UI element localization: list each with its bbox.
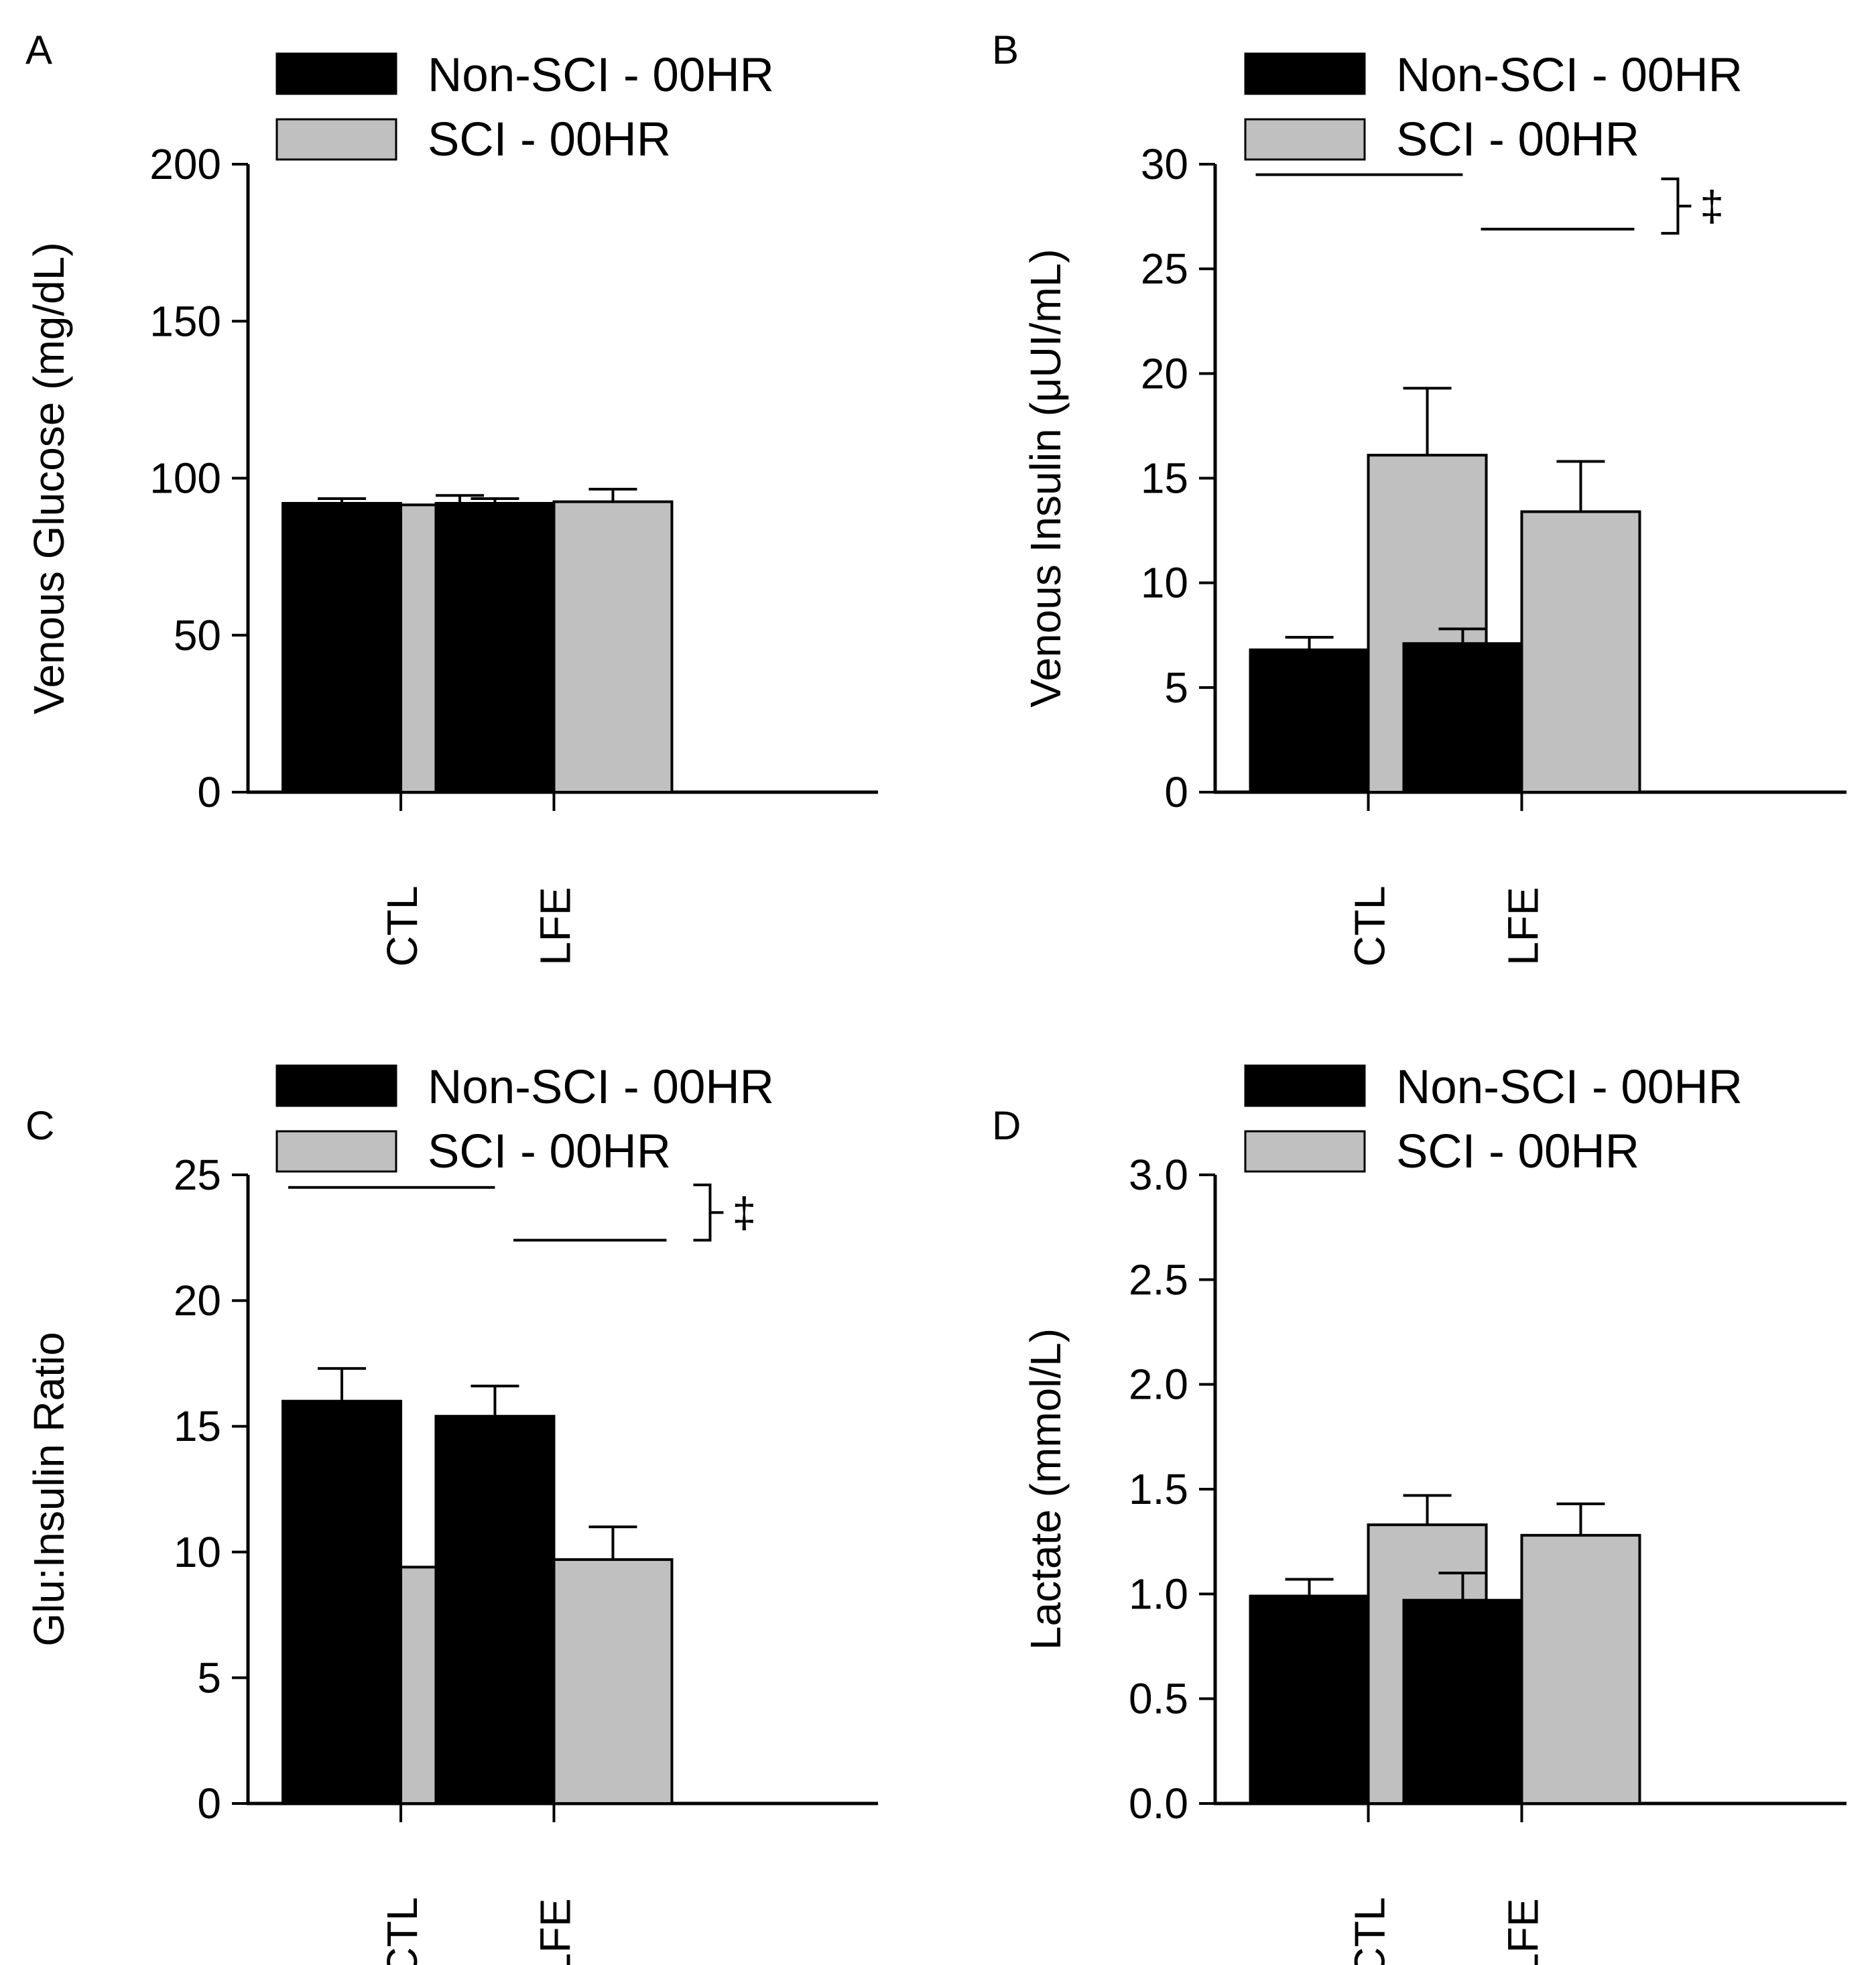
legend-swatch-sci xyxy=(1244,1130,1366,1173)
y-tick-label: 20 xyxy=(174,1277,221,1325)
legend-label-non-sci: Non-SCI - 00HR xyxy=(428,49,774,102)
y-tick-label: 5 xyxy=(1164,663,1188,712)
legend-swatch-sci xyxy=(275,1130,397,1173)
y-tick-label: 100 xyxy=(149,454,221,503)
panel-letter: C xyxy=(25,1103,54,1148)
legend-label-sci: SCI - 00HR xyxy=(1396,113,1639,166)
y-axis-title: Venous Insulin (μUI/mL) xyxy=(1021,249,1070,707)
legend-label-sci: SCI - 00HR xyxy=(428,1125,671,1178)
y-tick-label: 150 xyxy=(149,297,221,345)
category-label-lfe: LFE xyxy=(1499,1898,1547,1965)
category-label-lfe: LFE xyxy=(1499,887,1547,965)
panel-letter: A xyxy=(25,27,52,72)
bar-non-sci-lfe xyxy=(434,1415,556,1805)
y-tick-label: 1.5 xyxy=(1129,1465,1188,1513)
y-tick-label: 15 xyxy=(174,1402,221,1450)
legend-label-non-sci: Non-SCI - 00HR xyxy=(428,1061,774,1114)
bar-non-sci-lfe xyxy=(1402,642,1523,794)
legend-label-non-sci: Non-SCI - 00HR xyxy=(1396,49,1743,102)
bar-non-sci-ctl xyxy=(282,501,403,794)
legend-swatch-sci xyxy=(275,118,397,161)
legend-swatch-non-sci xyxy=(1244,52,1366,95)
bar-non-sci-ctl xyxy=(282,1399,403,1805)
bar-non-sci-ctl xyxy=(1249,1594,1370,1805)
panel-letter: D xyxy=(992,1103,1021,1148)
category-label-lfe: LFE xyxy=(531,887,579,965)
y-tick-label: 10 xyxy=(1141,559,1188,607)
significance-symbol: ‡ xyxy=(732,1188,756,1237)
legend-swatch-non-sci xyxy=(275,1064,397,1107)
legend-swatch-non-sci xyxy=(275,52,397,95)
bar-sci-lfe xyxy=(1520,1533,1641,1805)
category-label-ctl: CTL xyxy=(378,1897,426,1965)
category-label-ctl: CTL xyxy=(1346,1897,1394,1965)
y-tick-label: 2.0 xyxy=(1129,1360,1188,1409)
bar-non-sci-ctl xyxy=(1249,648,1370,794)
y-axis-title: Venous Glucose (mg/dL) xyxy=(25,242,73,714)
y-tick-label: 0 xyxy=(1164,768,1188,816)
y-axis-title: Lactate (mmol/L) xyxy=(1021,1328,1070,1650)
bar-non-sci-lfe xyxy=(434,501,556,794)
bar-sci-lfe xyxy=(1520,510,1641,794)
y-tick-label: 25 xyxy=(174,1151,221,1199)
significance-bracket xyxy=(1661,177,1692,235)
legend-label-non-sci: Non-SCI - 00HR xyxy=(1396,1061,1743,1114)
legend-swatch-sci xyxy=(1244,118,1366,161)
y-tick-label: 25 xyxy=(1141,245,1188,293)
y-tick-label: 3.0 xyxy=(1129,1151,1188,1199)
y-tick-label: 20 xyxy=(1141,349,1188,397)
y-tick-label: 0 xyxy=(197,1779,221,1828)
y-tick-label: 0.5 xyxy=(1129,1675,1188,1723)
y-tick-label: 30 xyxy=(1141,140,1188,188)
y-tick-label: 5 xyxy=(197,1653,221,1702)
category-label-ctl: CTL xyxy=(378,886,426,967)
category-label-ctl: CTL xyxy=(1346,886,1394,967)
legend-swatch-non-sci xyxy=(1244,1064,1366,1107)
significance-symbol: ‡ xyxy=(1700,182,1724,230)
bar-non-sci-lfe xyxy=(1402,1598,1523,1805)
y-tick-label: 15 xyxy=(1141,454,1188,503)
y-tick-label: 0 xyxy=(197,768,221,816)
y-tick-label: 10 xyxy=(174,1528,221,1576)
y-tick-label: 0.0 xyxy=(1129,1779,1188,1828)
significance-bracket xyxy=(693,1184,724,1242)
legend-label-sci: SCI - 00HR xyxy=(428,113,671,166)
panel-letter: B xyxy=(992,27,1019,72)
y-tick-label: 2.5 xyxy=(1129,1255,1188,1304)
y-axis-title: Glu:Insulin Ratio xyxy=(25,1332,73,1647)
bar-sci-lfe xyxy=(552,500,674,794)
legend-label-sci: SCI - 00HR xyxy=(1396,1125,1639,1178)
category-label-lfe: LFE xyxy=(531,1898,579,1965)
y-tick-label: 1.0 xyxy=(1129,1570,1188,1618)
bar-sci-lfe xyxy=(552,1558,674,1805)
y-tick-label: 200 xyxy=(149,140,221,188)
y-tick-label: 50 xyxy=(174,611,221,659)
